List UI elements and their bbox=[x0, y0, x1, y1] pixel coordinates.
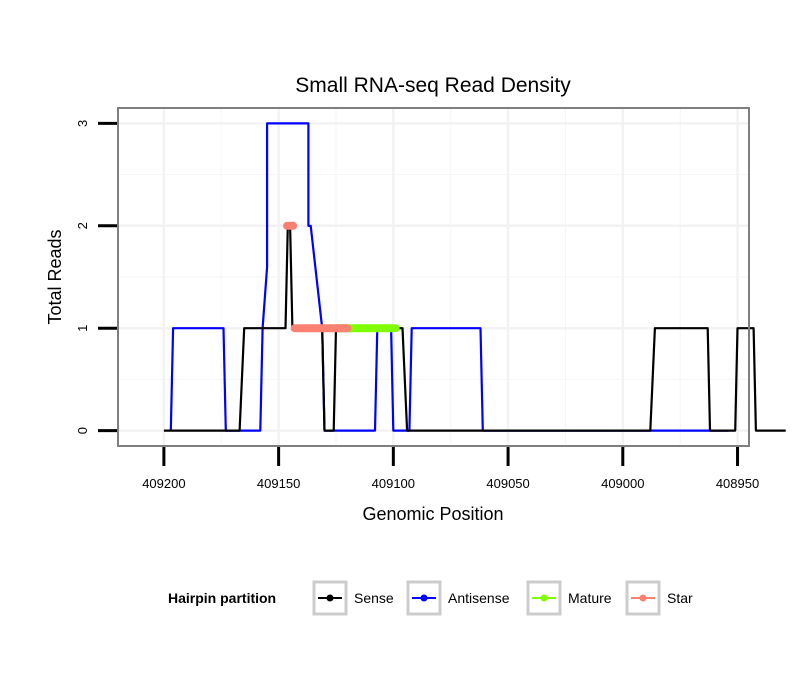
legend-key-dot bbox=[420, 594, 428, 602]
x-axis: 409200 409150 409100 409050 409000 408950 bbox=[142, 447, 759, 491]
legend-title: Hairpin partition bbox=[168, 590, 276, 606]
x-tick-label: 409050 bbox=[486, 476, 529, 491]
x-tick-label: 409150 bbox=[257, 476, 300, 491]
series-layer bbox=[163, 122, 786, 432]
legend-label: Mature bbox=[568, 590, 612, 606]
y-axis: 0 1 2 3 bbox=[75, 120, 117, 434]
y-tick-label: 0 bbox=[75, 427, 90, 434]
panel-border bbox=[117, 107, 750, 447]
grid-minor bbox=[118, 108, 749, 446]
x-tick-label: 409000 bbox=[601, 476, 644, 491]
legend-key-dot bbox=[326, 594, 334, 602]
y-tick-label: 1 bbox=[75, 325, 90, 332]
legend: Hairpin partition Sense Antisense Mature St… bbox=[168, 580, 693, 616]
legend-label: Antisense bbox=[448, 590, 510, 606]
y-tick-label: 3 bbox=[75, 120, 90, 127]
x-tick-label: 409200 bbox=[142, 476, 185, 491]
chart-title: Small RNA-seq Read Density bbox=[295, 74, 571, 97]
legend-key-dot bbox=[639, 594, 647, 602]
y-axis-title: Total Reads bbox=[45, 229, 65, 324]
legend-label: Sense bbox=[354, 590, 394, 606]
legend-key-dot bbox=[540, 594, 548, 602]
x-axis-title: Genomic Position bbox=[362, 504, 503, 524]
y-tick-label: 2 bbox=[75, 222, 90, 229]
x-tick-label: 408950 bbox=[716, 476, 759, 491]
legend-label: Star bbox=[667, 590, 693, 606]
x-tick-label: 409100 bbox=[372, 476, 415, 491]
